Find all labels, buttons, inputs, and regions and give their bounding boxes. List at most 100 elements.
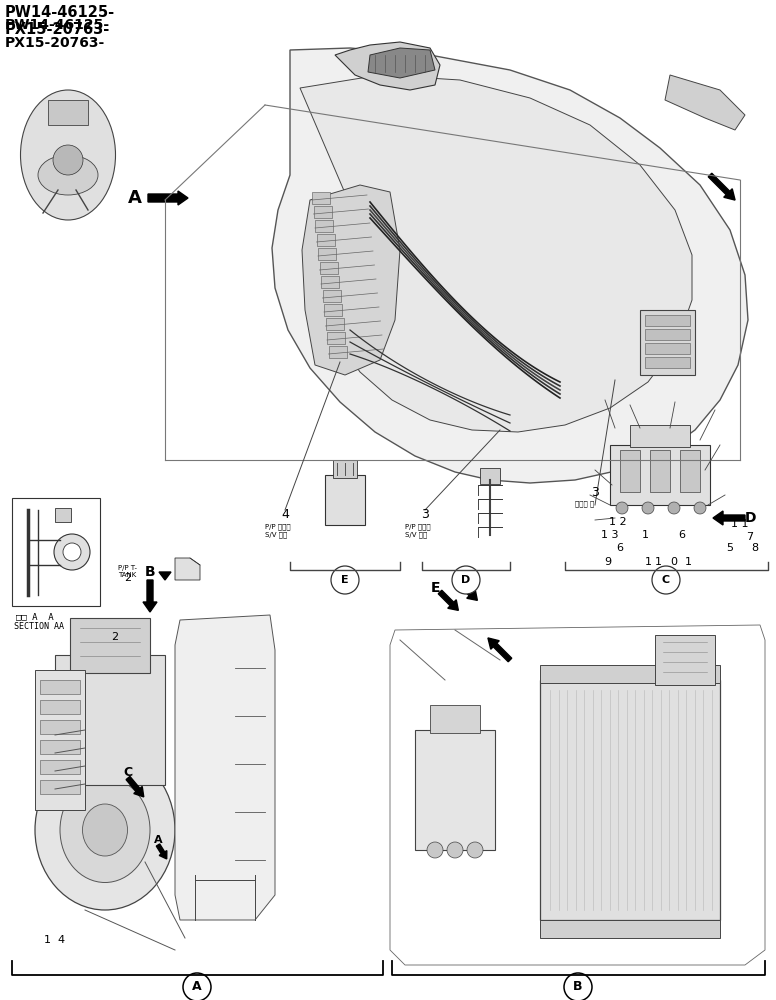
- Bar: [324, 304, 342, 316]
- Bar: [645, 329, 690, 340]
- FancyArrow shape: [708, 173, 735, 200]
- Bar: [320, 262, 338, 274]
- Bar: [48, 100, 88, 125]
- Bar: [40, 740, 80, 754]
- Text: D: D: [462, 575, 470, 585]
- Bar: [55, 655, 165, 785]
- FancyArrow shape: [438, 590, 459, 610]
- Text: 3: 3: [421, 508, 429, 522]
- Bar: [213, 640, 257, 880]
- Circle shape: [694, 502, 706, 514]
- Ellipse shape: [38, 155, 98, 195]
- Text: B: B: [144, 565, 155, 579]
- Text: P/P ﾊﾞｰ: P/P ﾊﾞｰ: [405, 523, 431, 530]
- Circle shape: [652, 566, 680, 594]
- Bar: [70, 618, 150, 673]
- FancyArrow shape: [488, 638, 511, 662]
- Text: 7: 7: [747, 532, 753, 542]
- Bar: [317, 234, 334, 246]
- Circle shape: [427, 842, 443, 858]
- Bar: [645, 343, 690, 354]
- Bar: [328, 346, 347, 358]
- Text: P/P T-: P/P T-: [118, 565, 137, 571]
- Circle shape: [447, 842, 463, 858]
- Text: 6: 6: [678, 530, 685, 540]
- Circle shape: [616, 502, 628, 514]
- Text: 9: 9: [605, 557, 611, 567]
- Bar: [318, 248, 336, 260]
- Text: 1 3: 1 3: [601, 530, 618, 540]
- Text: E: E: [430, 581, 440, 595]
- Bar: [540, 680, 720, 920]
- Bar: [203, 660, 267, 676]
- Text: 1: 1: [642, 530, 649, 540]
- Text: PX15-20763-: PX15-20763-: [5, 36, 106, 50]
- Bar: [640, 310, 695, 375]
- Circle shape: [642, 502, 654, 514]
- Bar: [40, 780, 80, 794]
- Bar: [680, 450, 700, 492]
- Bar: [315, 220, 333, 232]
- Text: A: A: [128, 189, 142, 207]
- Text: S/V ﾊﾞ: S/V ﾊﾞ: [405, 531, 428, 538]
- Circle shape: [668, 502, 680, 514]
- Ellipse shape: [82, 804, 127, 856]
- Bar: [325, 475, 365, 525]
- FancyArrow shape: [156, 844, 167, 859]
- Bar: [312, 192, 330, 204]
- Text: 1: 1: [654, 557, 661, 567]
- Text: 4: 4: [281, 508, 289, 522]
- Polygon shape: [665, 75, 745, 130]
- Text: PW14-46125-: PW14-46125-: [5, 5, 115, 20]
- Bar: [321, 276, 339, 288]
- Ellipse shape: [35, 750, 175, 910]
- Circle shape: [452, 566, 480, 594]
- Bar: [327, 332, 345, 344]
- Text: A: A: [154, 835, 162, 845]
- Bar: [323, 290, 341, 302]
- Text: A: A: [192, 980, 202, 994]
- Bar: [35, 670, 85, 810]
- Circle shape: [63, 543, 81, 561]
- Ellipse shape: [60, 778, 150, 882]
- Text: D: D: [744, 511, 756, 525]
- Text: 1  4: 1 4: [44, 935, 65, 945]
- Text: 1 1: 1 1: [731, 519, 749, 529]
- Text: C: C: [123, 766, 133, 778]
- Bar: [325, 318, 344, 330]
- Text: ｶﾞｲ ﾄ: ｶﾞｲ ﾄ: [575, 500, 594, 507]
- Bar: [314, 206, 331, 218]
- Text: PW14-46125-: PW14-46125-: [5, 18, 110, 32]
- Text: 8: 8: [751, 543, 759, 553]
- Text: P/P ﾊﾟｰ: P/P ﾊﾟｰ: [265, 523, 291, 530]
- Bar: [620, 450, 640, 492]
- Bar: [540, 920, 720, 938]
- Bar: [645, 315, 690, 326]
- Bar: [40, 680, 80, 694]
- Text: B: B: [573, 980, 583, 994]
- Circle shape: [331, 566, 359, 594]
- Circle shape: [564, 973, 592, 1000]
- Polygon shape: [368, 48, 435, 78]
- Circle shape: [183, 973, 211, 1000]
- Polygon shape: [302, 185, 400, 375]
- Bar: [203, 708, 267, 724]
- Text: □□ A  A: □□ A A: [16, 612, 54, 621]
- Bar: [650, 450, 670, 492]
- Bar: [630, 425, 690, 447]
- Text: 2: 2: [124, 573, 132, 583]
- Bar: [610, 445, 710, 505]
- Text: 6: 6: [616, 543, 623, 553]
- Text: 1: 1: [645, 557, 652, 567]
- Bar: [480, 468, 500, 484]
- Text: 0: 0: [670, 557, 677, 567]
- Bar: [55, 508, 71, 522]
- Text: C: C: [662, 575, 670, 585]
- Bar: [430, 705, 480, 733]
- Circle shape: [54, 534, 90, 570]
- Text: 5: 5: [726, 543, 733, 553]
- Bar: [203, 804, 267, 820]
- Text: S/V ﾊﾞ: S/V ﾊﾞ: [265, 531, 287, 538]
- FancyArrow shape: [126, 776, 144, 797]
- Polygon shape: [272, 48, 748, 483]
